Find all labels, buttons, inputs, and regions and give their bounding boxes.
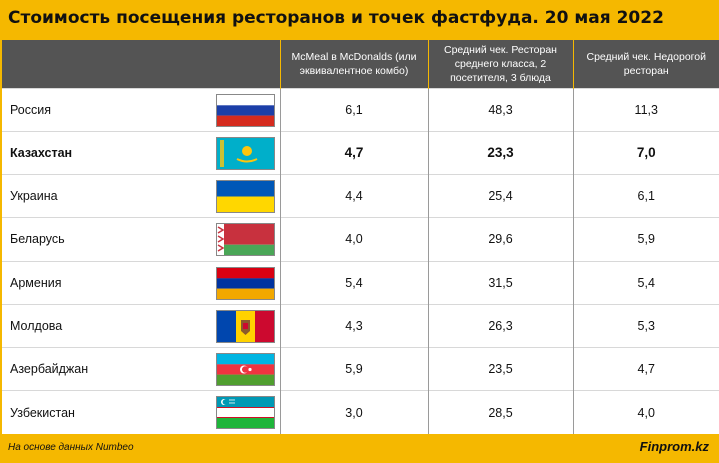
mcmeal-value: 6,1 <box>279 87 428 132</box>
cheap-restaurant-value: 11,3 <box>572 87 719 132</box>
country-cell: Азербайджан <box>2 346 280 391</box>
mid-restaurant-value: 48,3 <box>427 87 573 132</box>
mcmeal-value: 3,0 <box>279 390 428 434</box>
cheap-restaurant-value: 7,0 <box>572 130 719 175</box>
price-table: McMeal в McDonalds (или эквивалентное ко… <box>2 40 719 434</box>
mid-restaurant-value: 23,5 <box>427 346 573 391</box>
mid-restaurant-value: 28,5 <box>427 390 573 434</box>
ukraine-flag <box>216 180 275 213</box>
country-name: Узбекистан <box>10 405 75 420</box>
belarus-flag <box>216 223 275 257</box>
table-row: Молдова 4,3 26,3 5,3 <box>2 303 719 348</box>
table-row: Армения 5,4 31,5 5,4 <box>2 260 719 305</box>
moldova-flag <box>216 309 275 343</box>
page-title: Стоимость посещения ресторанов и точек ф… <box>8 8 664 28</box>
header-row: McMeal в McDonalds (или эквивалентное ко… <box>2 40 719 88</box>
mid-restaurant-value: 29,6 <box>427 217 573 261</box>
country-cell: Молдова <box>2 303 280 348</box>
cheap-restaurant-value: 5,9 <box>572 217 719 261</box>
table-row: Беларусь 4,0 29,6 5,9 <box>2 217 719 261</box>
column-header-cheap-restaurant: Средний чек. Недорогой ресторан <box>572 40 719 88</box>
azerbaijan-flag <box>216 353 275 386</box>
uzbekistan-flag <box>216 396 275 430</box>
country-cell: Украина <box>2 173 280 218</box>
cheap-restaurant-value: 5,3 <box>572 303 719 348</box>
column-header-mid-restaurant: Средний чек. Ресторан среднего класса, 2… <box>427 40 573 88</box>
country-name: Молдова <box>10 318 63 333</box>
mcmeal-value: 5,9 <box>279 346 428 391</box>
country-cell: Россия <box>2 87 280 132</box>
country-name: Украина <box>10 189 58 204</box>
country-cell: Беларусь <box>2 217 280 261</box>
mid-restaurant-value: 31,5 <box>427 260 573 305</box>
brand-logo: Finprom.kz <box>639 439 709 454</box>
cheap-restaurant-value: 5,4 <box>572 260 719 305</box>
country-name: Азербайджан <box>10 362 89 377</box>
mid-restaurant-value: 26,3 <box>427 303 573 348</box>
mcmeal-value: 4,4 <box>279 173 428 218</box>
mcmeal-value: 4,7 <box>279 130 428 175</box>
table-row: Казахстан 4,7 23,3 7,0 <box>2 130 719 175</box>
table-row: Россия 6,1 48,3 11,3 <box>2 87 719 132</box>
armenia-flag <box>216 266 275 300</box>
mcmeal-value: 4,3 <box>279 303 428 348</box>
cheap-restaurant-value: 6,1 <box>572 173 719 218</box>
source-note: На основе данных Numbeo <box>8 442 134 453</box>
russia-flag <box>216 93 275 127</box>
cheap-restaurant-value: 4,7 <box>572 346 719 391</box>
country-name: Казахстан <box>10 145 73 160</box>
country-cell: Узбекистан <box>2 390 280 434</box>
kazakhstan-flag <box>216 136 275 170</box>
country-name: Беларусь <box>10 232 65 247</box>
country-name: Армения <box>10 275 62 290</box>
mcmeal-value: 4,0 <box>279 217 428 261</box>
mid-restaurant-value: 23,3 <box>427 130 573 175</box>
mid-restaurant-value: 25,4 <box>427 173 573 218</box>
cheap-restaurant-value: 4,0 <box>572 390 719 434</box>
mcmeal-value: 5,4 <box>279 260 428 305</box>
table-panel: McMeal в McDonalds (или эквивалентное ко… <box>2 40 719 434</box>
table-row: Азербайджан 5,9 23,5 4,7 <box>2 346 719 391</box>
column-header-mcmeal: McMeal в McDonalds (или эквивалентное ко… <box>279 40 428 88</box>
country-cell: Казахстан <box>2 130 280 175</box>
header-country-cell <box>2 40 280 88</box>
country-cell: Армения <box>2 260 280 305</box>
table-row: Украина 4,4 25,4 6,1 <box>2 173 719 218</box>
country-name: Россия <box>10 102 51 117</box>
table-row: Узбекистан 3,0 28,5 4,0 <box>2 390 719 434</box>
